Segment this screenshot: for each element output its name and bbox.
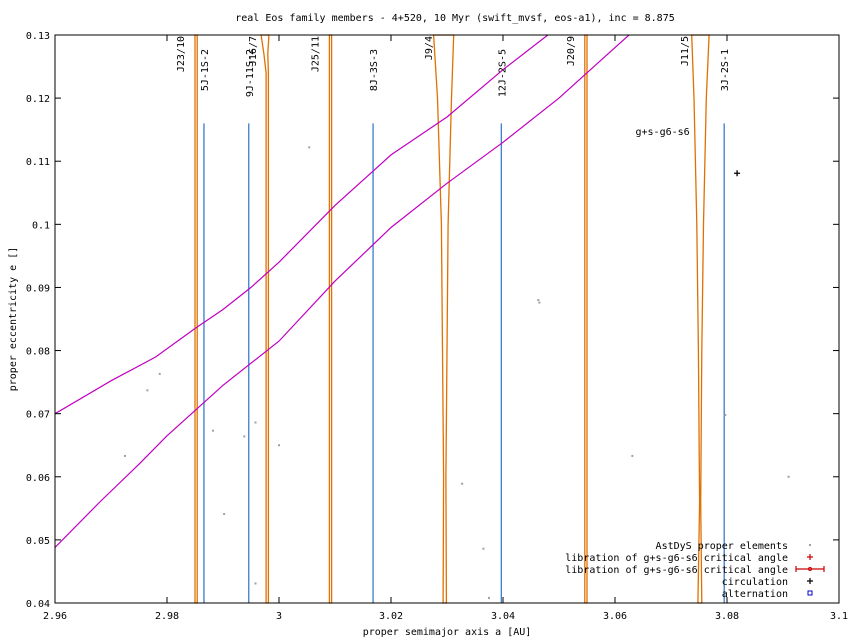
astdys-point — [211, 429, 214, 432]
x-tick-label: 3.1 — [830, 611, 848, 622]
astdys-point — [254, 582, 257, 585]
x-tick-label: 3.08 — [715, 611, 739, 622]
y-tick-label: 0.04 — [26, 599, 50, 610]
three-body-label: 3J-2S-1 — [720, 49, 731, 91]
mmr-band-J20-9 — [584, 34, 588, 604]
mmr-band-J25-11 — [328, 34, 333, 604]
plot-frame — [54, 34, 840, 604]
astdys-point — [631, 454, 634, 457]
mmr-band-J9-4 — [432, 34, 455, 604]
y-tick-label: 0.13 — [26, 31, 50, 42]
three-body-label: 5J-1S-2 — [200, 49, 211, 91]
three-body-label: 9J-11S-2 — [245, 49, 256, 97]
resonance-labels-layer: J23/10 J16/7 J25/11 J9/4 J20/9 J11/5 5J-1S-2 9J… — [176, 36, 731, 138]
mmr-label: J25/11 — [311, 36, 322, 72]
x-tick-label: 2.98 — [155, 611, 179, 622]
astdys-point — [482, 547, 485, 550]
legend-label: circulation — [722, 577, 788, 588]
mmr-layer — [194, 34, 710, 604]
astdys-point — [724, 413, 727, 416]
astdys-point — [223, 513, 226, 516]
x-axis-label: proper semimajor axis a [AU] — [363, 627, 532, 638]
x-tick-label: 2.96 — [43, 611, 67, 622]
astdys-point — [243, 435, 246, 438]
astdys-point — [254, 421, 257, 424]
astdys-point — [308, 146, 311, 149]
legend-symbol-errorbar-dot — [808, 567, 812, 571]
x-tick-label: 3.06 — [603, 611, 627, 622]
three-body-label: 12J-2S-5 — [497, 49, 508, 97]
secular-label: g+s-g6-s6 — [636, 127, 690, 138]
astdys-point — [537, 299, 540, 302]
astdys-point — [538, 301, 541, 304]
x-tick-label: 3.02 — [379, 611, 403, 622]
points-layer — [124, 146, 790, 599]
astdys-point — [488, 596, 490, 599]
mmr-band-J16-7 — [260, 34, 270, 604]
secular-curve — [55, 35, 549, 415]
axes-layer: 2.96 2.98 3 3.02 3.04 3.06 3.08 3.1 0.04 0.05 0.06… — [26, 31, 848, 622]
y-tick-label: 0.05 — [26, 536, 50, 547]
mmr-label: J23/10 — [176, 36, 187, 72]
astdys-point — [146, 389, 149, 392]
y-tick-label: 0.11 — [26, 157, 50, 168]
astdys-point — [787, 475, 790, 478]
y-tick-label: 0.06 — [26, 473, 50, 484]
chart-title: real Eos family members - 4+520, 10 Myr … — [235, 13, 675, 24]
mmr-band-J23-10 — [194, 34, 198, 604]
legend-label: AstDyS proper elements — [656, 541, 788, 552]
mmr-band-J11-5 — [691, 34, 710, 604]
y-tick-label: 0.08 — [26, 347, 50, 358]
x-tick-label: 3.04 — [491, 611, 515, 622]
legend-symbol-dot — [809, 544, 811, 546]
astdys-point — [278, 444, 280, 447]
astdys-point — [124, 454, 126, 457]
legend-symbol-errorbar — [795, 566, 825, 572]
mmr-label: J9/4 — [424, 36, 435, 60]
x-tick-label: 3 — [276, 611, 282, 622]
y-axis-label: proper eccentricity e [] — [8, 247, 19, 392]
mmr-label: J20/9 — [566, 36, 577, 66]
legend-symbol-square — [807, 590, 813, 596]
astdys-point — [158, 372, 161, 375]
legend-label: libration of g+s-g6-s6 critical angle — [565, 565, 788, 576]
three-body-layer — [203, 123, 725, 603]
mmr-label: J16/7 — [248, 36, 259, 66]
circulation-point — [734, 170, 741, 177]
legend-symbol-plus — [807, 554, 813, 560]
astdys-point — [461, 482, 464, 485]
legend-symbol-plus — [807, 578, 813, 584]
secular-layer — [55, 35, 630, 548]
y-tick-label: 0.12 — [26, 94, 50, 105]
y-tick-label: 0.1 — [32, 220, 50, 231]
secular-curve — [55, 35, 630, 548]
mmr-label: J11/5 — [680, 36, 691, 66]
y-tick-label: 0.09 — [26, 283, 50, 294]
y-tick-label: 0.07 — [26, 410, 50, 421]
legend-label: libration of g+s-g6-s6 critical angle — [565, 553, 788, 564]
legend-label: alternation — [722, 589, 788, 600]
three-body-label: 8J-3S-3 — [369, 49, 380, 91]
